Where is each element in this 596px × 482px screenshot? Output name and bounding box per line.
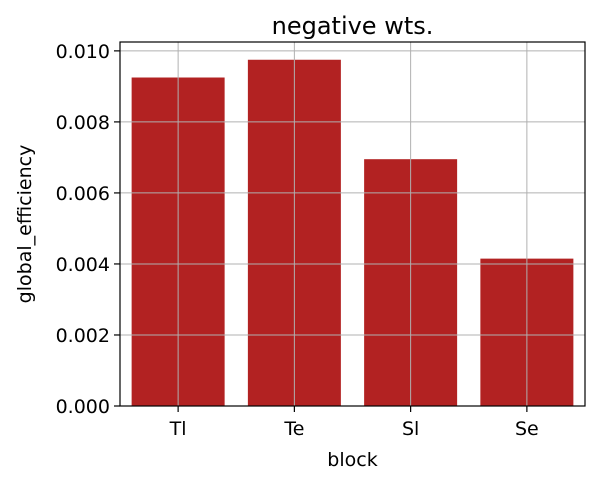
x-tick-label: Sl — [402, 418, 419, 440]
y-tick-label: 0.008 — [56, 112, 110, 134]
y-tick-label: 0.002 — [56, 325, 110, 347]
ticks: 0.000 0.002 0.004 0.006 0.008 0.010 Tl Te Sl Se — [56, 41, 539, 440]
y-tick-label: 0.010 — [56, 41, 110, 63]
x-tick-label: Tl — [169, 418, 187, 440]
x-tick-label: Se — [515, 418, 539, 440]
y-tick-label: 0.000 — [56, 396, 110, 418]
y-axis-label: global_efficiency — [14, 145, 36, 304]
plot-frame — [119, 41, 586, 407]
y-tick-label: 0.006 — [56, 183, 110, 205]
y-tick-label: 0.004 — [56, 254, 110, 276]
x-axis-label: block — [327, 449, 377, 471]
grid — [120, 42, 585, 407]
chart-title: negative wts. — [272, 12, 434, 40]
x-tick-label: Te — [283, 418, 304, 440]
